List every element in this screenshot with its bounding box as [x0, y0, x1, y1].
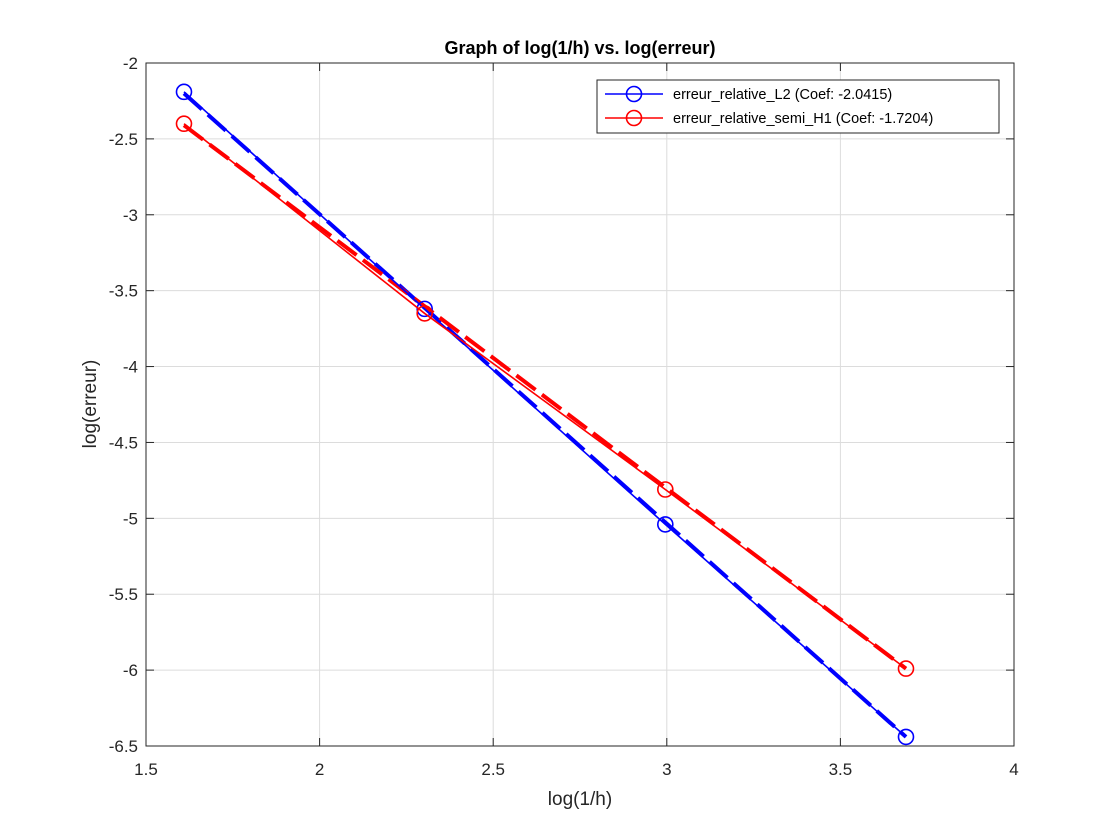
x-tick-label: 3.5	[829, 760, 853, 779]
data-point	[897, 660, 915, 677]
y-tick-label: -4.5	[109, 433, 138, 452]
x-tick-label: 3	[662, 760, 671, 779]
legend-entry: erreur_relative_semi_H1 (Coef: -1.7204)	[673, 111, 933, 127]
data-point	[175, 115, 193, 133]
y-tick-label: -2	[123, 54, 138, 73]
legend-marker	[625, 85, 643, 103]
data-point	[416, 300, 433, 318]
y-tick-label: -5.5	[109, 585, 138, 604]
series-line	[183, 91, 907, 738]
y-tick-label: -5	[123, 509, 138, 528]
data-point	[175, 83, 193, 101]
y-tick-label: -6	[123, 661, 138, 680]
legend-box	[596, 79, 1000, 134]
x-tick-label: 2.5	[481, 760, 505, 779]
y-axis-label: log(erreur)	[80, 360, 101, 449]
legend-entry: erreur_relative_L2 (Coef: -2.0415)	[673, 87, 892, 103]
data-point	[657, 516, 674, 533]
legend: erreur_relative_L2 (Coef: -2.0415) erreur…	[596, 79, 1000, 134]
x-tick-label: 2	[315, 760, 324, 779]
legend-marker	[625, 109, 643, 127]
data-point	[657, 481, 674, 498]
chart-title: Graph of log(1/h) vs. log(erreur)	[444, 38, 715, 58]
y-tick-label: -4	[123, 358, 138, 377]
data-point	[416, 305, 433, 322]
fit-line	[182, 123, 908, 671]
x-axis-label: log(1/h)	[548, 789, 612, 810]
y-tick-label: -6.5	[109, 737, 138, 756]
y-tick-label: -3.5	[109, 282, 138, 301]
plot-area	[146, 63, 1014, 746]
x-tick-label: 4	[1009, 760, 1018, 779]
plot-frame	[145, 62, 1015, 747]
x-tick-label: 1.5	[134, 760, 158, 779]
y-tick-label: -3	[123, 206, 138, 225]
y-tick-label: -2.5	[109, 130, 138, 149]
series-lines	[175, 83, 915, 746]
series-line	[183, 123, 907, 670]
data-point	[897, 728, 915, 746]
ticks: 1.5 2 2.5 3 3.5 4 -6.5 -6 -5.5 -5 -4.5 -4 -3.5 -3 -2.5…	[109, 54, 1019, 779]
